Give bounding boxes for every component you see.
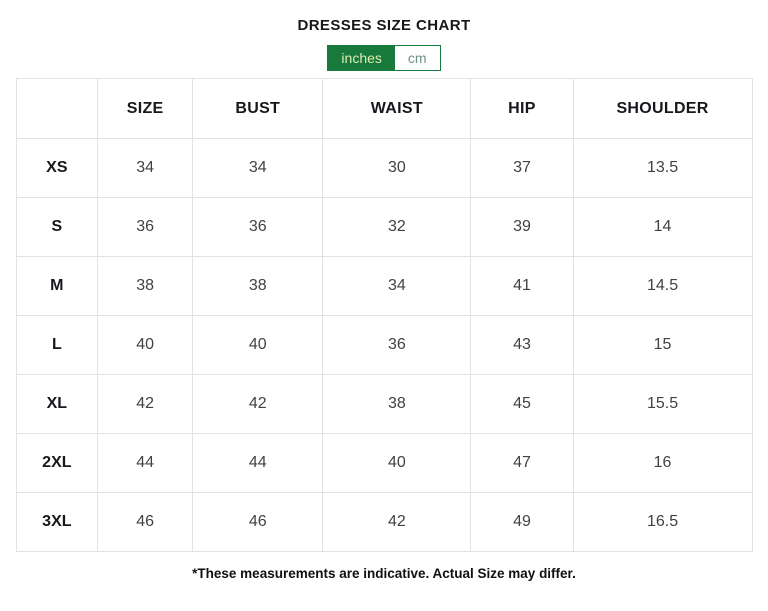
size-label-cell: L bbox=[15, 315, 99, 375]
measurement-cell: 36 bbox=[192, 197, 324, 257]
measurement-cell: 43 bbox=[470, 315, 574, 375]
unit-toggle: inches cm bbox=[327, 45, 441, 71]
measurement-cell: 34 bbox=[192, 138, 324, 198]
size-label-cell: S bbox=[15, 197, 99, 257]
column-header: BUST bbox=[192, 78, 324, 139]
table-row: M 38 38 34 41 14.5 bbox=[15, 256, 753, 316]
measurement-cell: 14 bbox=[572, 197, 753, 257]
size-label-cell: 2XL bbox=[15, 433, 99, 493]
column-header: HIP bbox=[470, 78, 574, 139]
measurement-cell: 34 bbox=[322, 256, 472, 316]
size-chart-table: SIZE BUST WAIST HIP SHOULDER XS 34 34 30 37 13.5 S… bbox=[15, 78, 753, 552]
measurement-cell: 36 bbox=[322, 315, 472, 375]
measurement-cell: 15 bbox=[572, 315, 753, 375]
measurement-cell: 46 bbox=[97, 492, 194, 552]
size-label-cell: XS bbox=[15, 138, 99, 198]
table-row: XS 34 34 30 37 13.5 bbox=[15, 138, 753, 198]
unit-cm-button[interactable]: cm bbox=[394, 46, 440, 70]
measurement-cell: 40 bbox=[97, 315, 194, 375]
measurement-cell: 42 bbox=[192, 374, 324, 434]
measurement-cell: 32 bbox=[322, 197, 472, 257]
measurement-cell: 34 bbox=[97, 138, 194, 198]
table-row: XL 42 42 38 45 15.5 bbox=[15, 374, 753, 434]
size-label-cell: 3XL bbox=[15, 492, 99, 552]
column-header: WAIST bbox=[322, 78, 472, 139]
table-row: 3XL 46 46 42 49 16.5 bbox=[15, 492, 753, 552]
table-body: XS 34 34 30 37 13.5 S 36 36 32 39 14 M 38 38 34 41 14.5 L 4… bbox=[15, 138, 753, 552]
measurement-cell: 45 bbox=[470, 374, 574, 434]
corner-header-cell bbox=[15, 78, 99, 139]
footnote: *These measurements are indicative. Actu… bbox=[192, 566, 576, 581]
measurement-cell: 16.5 bbox=[572, 492, 753, 552]
page-title: DRESSES SIZE CHART bbox=[297, 17, 471, 34]
table-header-row: SIZE BUST WAIST HIP SHOULDER bbox=[15, 78, 753, 139]
measurement-cell: 38 bbox=[192, 256, 324, 316]
measurement-cell: 40 bbox=[322, 433, 472, 493]
unit-inches-button[interactable]: inches bbox=[328, 46, 395, 70]
measurement-cell: 38 bbox=[322, 374, 472, 434]
measurement-cell: 30 bbox=[322, 138, 472, 198]
measurement-cell: 38 bbox=[97, 256, 194, 316]
measurement-cell: 42 bbox=[322, 492, 472, 552]
measurement-cell: 37 bbox=[470, 138, 574, 198]
measurement-cell: 41 bbox=[470, 256, 574, 316]
measurement-cell: 14.5 bbox=[572, 256, 753, 316]
size-label-cell: XL bbox=[15, 374, 99, 434]
measurement-cell: 44 bbox=[192, 433, 324, 493]
measurement-cell: 47 bbox=[470, 433, 574, 493]
table-row: 2XL 44 44 40 47 16 bbox=[15, 433, 753, 493]
column-header: SIZE bbox=[97, 78, 194, 139]
size-label-cell: M bbox=[15, 256, 99, 316]
measurement-cell: 15.5 bbox=[572, 374, 753, 434]
measurement-cell: 49 bbox=[470, 492, 574, 552]
column-header: SHOULDER bbox=[572, 78, 753, 139]
measurement-cell: 46 bbox=[192, 492, 324, 552]
table-row: L 40 40 36 43 15 bbox=[15, 315, 753, 375]
measurement-cell: 40 bbox=[192, 315, 324, 375]
measurement-cell: 44 bbox=[97, 433, 194, 493]
measurement-cell: 16 bbox=[572, 433, 753, 493]
table-row: S 36 36 32 39 14 bbox=[15, 197, 753, 257]
measurement-cell: 36 bbox=[97, 197, 194, 257]
measurement-cell: 13.5 bbox=[572, 138, 753, 198]
measurement-cell: 42 bbox=[97, 374, 194, 434]
measurement-cell: 39 bbox=[470, 197, 574, 257]
unit-toggle-wrap: inches cm bbox=[0, 45, 768, 71]
